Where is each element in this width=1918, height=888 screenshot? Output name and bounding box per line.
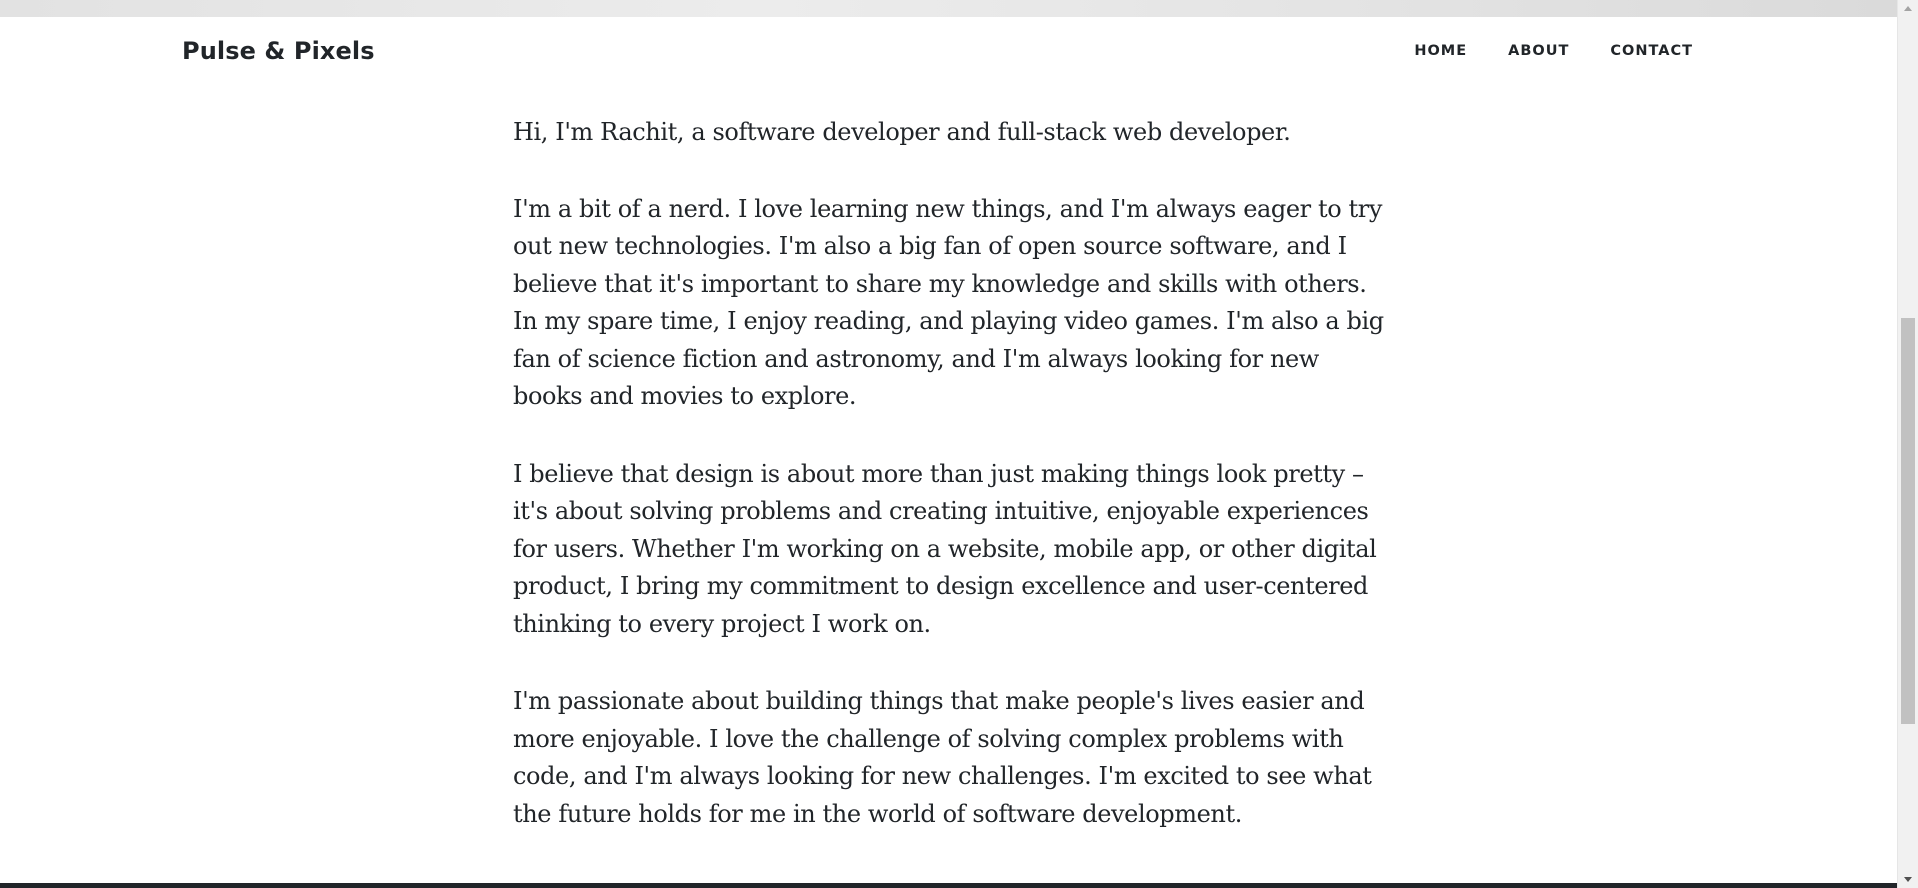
brand-logo[interactable]: Pulse & Pixels: [182, 37, 375, 65]
scrollbar-thumb[interactable]: [1901, 318, 1915, 724]
nav-links: HOME ABOUT CONTACT: [1414, 43, 1693, 59]
about-paragraph-interests: I'm a bit of a nerd. I love learning new…: [513, 194, 1384, 411]
nav-link-about[interactable]: ABOUT: [1508, 43, 1570, 59]
header-background-image: [0, 0, 1897, 17]
footer-edge: [0, 883, 1897, 888]
scroll-up-arrow-icon[interactable]: [1904, 6, 1912, 11]
nav-link-home[interactable]: HOME: [1414, 43, 1468, 59]
vertical-scrollbar[interactable]: [1897, 0, 1918, 888]
about-paragraph-design: I believe that design is about more than…: [513, 459, 1377, 638]
about-paragraph-passion: I'm passionate about building things tha…: [513, 687, 1372, 828]
about-paragraph-intro: Hi, I'm Rachit, a software developer and…: [513, 118, 1291, 146]
nav-link-contact[interactable]: CONTACT: [1610, 43, 1693, 59]
scroll-down-arrow-icon[interactable]: [1904, 877, 1912, 882]
navbar: Pulse & Pixels HOME ABOUT CONTACT: [0, 17, 1897, 86]
about-content: Hi, I'm Rachit, a software developer and…: [513, 114, 1395, 873]
